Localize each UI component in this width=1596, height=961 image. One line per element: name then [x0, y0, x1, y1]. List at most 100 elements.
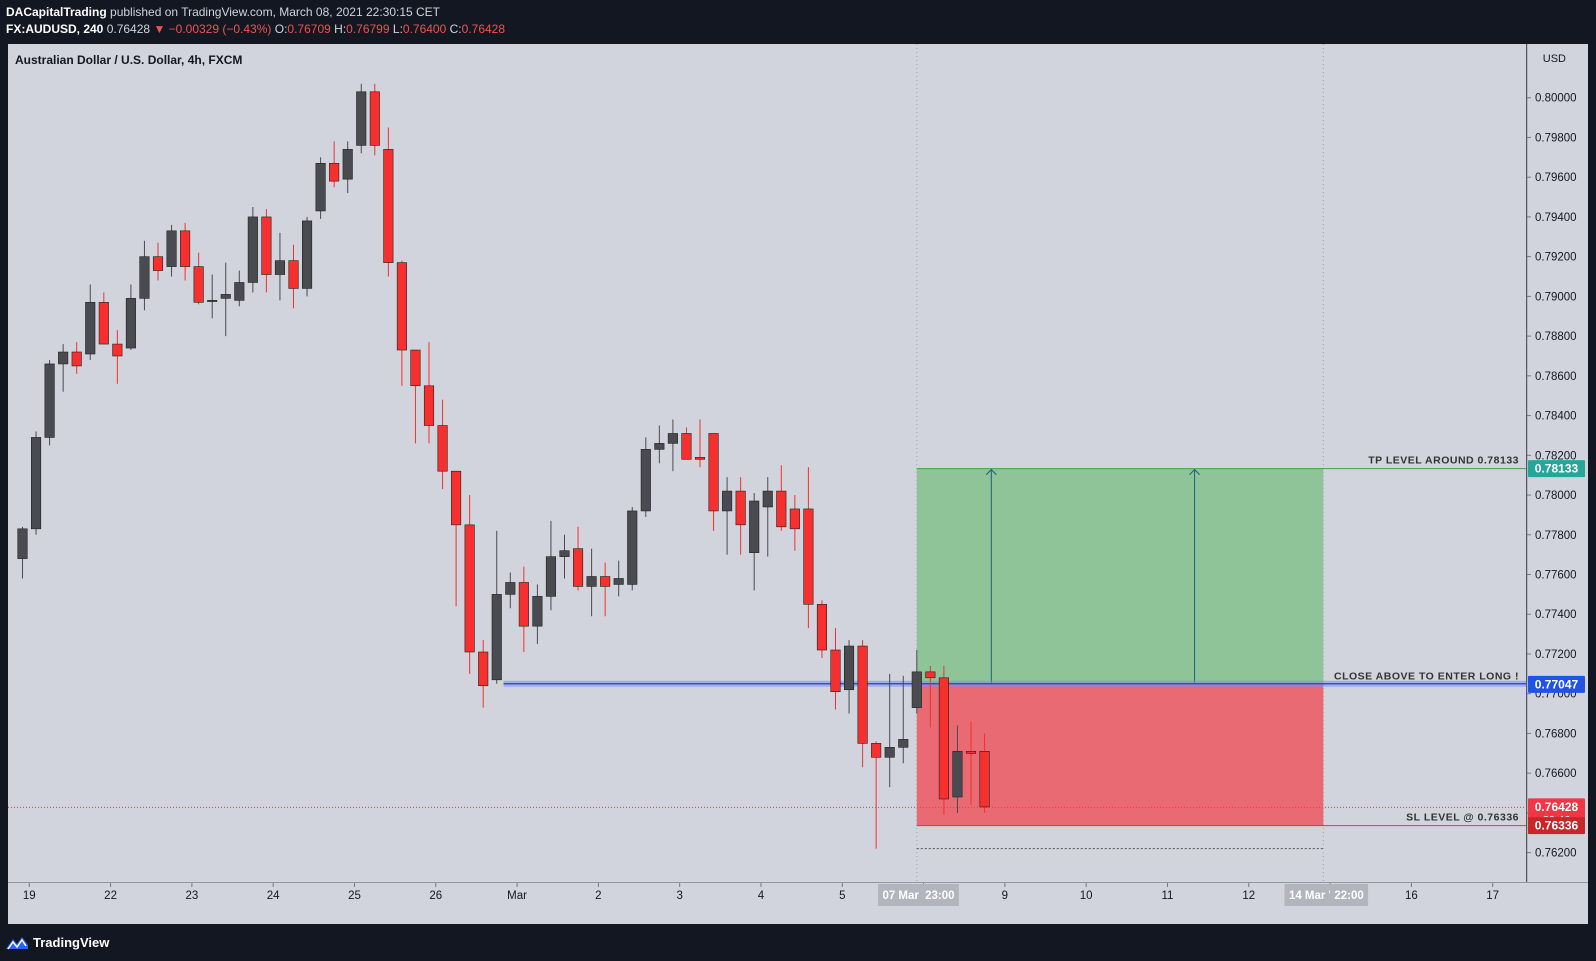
- candle[interactable]: [396, 260, 407, 386]
- candle-body: [98, 302, 109, 345]
- candle[interactable]: [44, 359, 55, 446]
- candle[interactable]: [274, 232, 286, 301]
- candle[interactable]: [220, 262, 231, 337]
- candle[interactable]: [125, 284, 136, 351]
- time-tick-label: 4: [758, 890, 765, 902]
- candle-body: [938, 677, 949, 800]
- candle[interactable]: [776, 465, 787, 531]
- candle[interactable]: [762, 477, 773, 557]
- candle[interactable]: [965, 721, 977, 805]
- candle[interactable]: [816, 600, 828, 658]
- candle-body: [30, 437, 42, 530]
- candle[interactable]: [180, 222, 191, 281]
- candle[interactable]: [749, 493, 760, 591]
- candle[interactable]: [139, 240, 150, 311]
- candle[interactable]: [640, 437, 651, 517]
- candle[interactable]: [261, 208, 272, 293]
- candle[interactable]: [112, 330, 123, 384]
- candle[interactable]: [559, 534, 570, 579]
- candle[interactable]: [247, 206, 258, 293]
- candle[interactable]: [166, 224, 177, 277]
- candle-body: [789, 508, 800, 530]
- candle[interactable]: [613, 560, 624, 597]
- candle[interactable]: [708, 433, 719, 531]
- candle[interactable]: [464, 495, 475, 674]
- candle-body: [288, 260, 299, 289]
- candle[interactable]: [667, 419, 678, 472]
- candle[interactable]: [383, 127, 394, 277]
- price-label-badge[interactable]: [1528, 675, 1585, 693]
- candle[interactable]: [572, 526, 584, 591]
- candle[interactable]: [627, 506, 638, 591]
- price-label-badge[interactable]: [1528, 460, 1585, 478]
- candle-body: [261, 216, 272, 275]
- candle[interactable]: [532, 584, 543, 645]
- candle[interactable]: [71, 342, 82, 374]
- candle[interactable]: [491, 530, 502, 684]
- candle[interactable]: [789, 495, 800, 551]
- candle[interactable]: [938, 665, 949, 815]
- chart-container[interactable]: Australian Dollar / U.S. Dollar, 4h, FXC…: [0, 44, 1596, 926]
- candle[interactable]: [437, 399, 448, 490]
- candle[interactable]: [722, 477, 733, 555]
- candle[interactable]: [30, 431, 42, 535]
- price-chart[interactable]: Australian Dollar / U.S. Dollar, 4h, FXC…: [0, 44, 1596, 926]
- candle[interactable]: [857, 640, 868, 768]
- candle[interactable]: [356, 83, 367, 154]
- candle[interactable]: [979, 733, 990, 813]
- candle-body: [301, 220, 313, 289]
- candle[interactable]: [803, 467, 814, 629]
- candle[interactable]: [451, 470, 462, 607]
- stop-loss-zone[interactable]: [916, 684, 1324, 826]
- candle[interactable]: [17, 526, 28, 579]
- candle[interactable]: [329, 141, 340, 188]
- open-value: 0.76709: [287, 22, 331, 36]
- candle[interactable]: [423, 342, 435, 444]
- candle[interactable]: [207, 274, 218, 319]
- tradingview-logo-icon[interactable]: [6, 935, 28, 951]
- time-tick-label: 2: [595, 890, 601, 902]
- candle[interactable]: [152, 242, 164, 281]
- candle[interactable]: [654, 425, 665, 464]
- candle[interactable]: [586, 548, 597, 617]
- candle[interactable]: [342, 141, 353, 194]
- candle[interactable]: [369, 83, 380, 156]
- symbol-name[interactable]: FX:AUDUSD, 240: [6, 22, 104, 36]
- candle[interactable]: [288, 244, 299, 309]
- candle[interactable]: [898, 675, 909, 764]
- candle[interactable]: [545, 520, 557, 611]
- candle[interactable]: [193, 252, 204, 305]
- low-label: L:: [392, 22, 403, 36]
- time-marker-badge[interactable]: [920, 884, 959, 906]
- candle[interactable]: [85, 284, 96, 360]
- take-profit-zone[interactable]: [916, 468, 1324, 685]
- candle[interactable]: [315, 157, 326, 219]
- candle[interactable]: [600, 562, 611, 617]
- candle[interactable]: [58, 344, 69, 392]
- candle[interactable]: [735, 477, 746, 555]
- candle[interactable]: [952, 725, 963, 813]
- candle-body: [735, 490, 746, 526]
- price-tick-label: 0.78400: [1535, 411, 1577, 423]
- candle[interactable]: [518, 566, 529, 652]
- candle[interactable]: [911, 650, 922, 714]
- author-name[interactable]: DACapitalTrading: [6, 5, 107, 19]
- candle[interactable]: [301, 216, 313, 297]
- time-tick-label: 19: [23, 890, 36, 902]
- candle[interactable]: [694, 419, 706, 468]
- candle[interactable]: [410, 349, 421, 444]
- candle-body: [613, 578, 624, 585]
- time-marker-badge[interactable]: [1330, 884, 1369, 906]
- candle[interactable]: [830, 628, 841, 710]
- candle[interactable]: [681, 427, 692, 460]
- footer-brand[interactable]: TradingView: [33, 935, 110, 950]
- candle[interactable]: [884, 673, 895, 788]
- candle[interactable]: [505, 572, 516, 609]
- candle[interactable]: [843, 640, 855, 714]
- candle[interactable]: [234, 270, 245, 307]
- price-label-badge[interactable]: [1528, 817, 1585, 835]
- candle[interactable]: [871, 741, 882, 849]
- candle[interactable]: [98, 292, 109, 345]
- candle[interactable]: [925, 665, 936, 728]
- candle[interactable]: [478, 640, 489, 708]
